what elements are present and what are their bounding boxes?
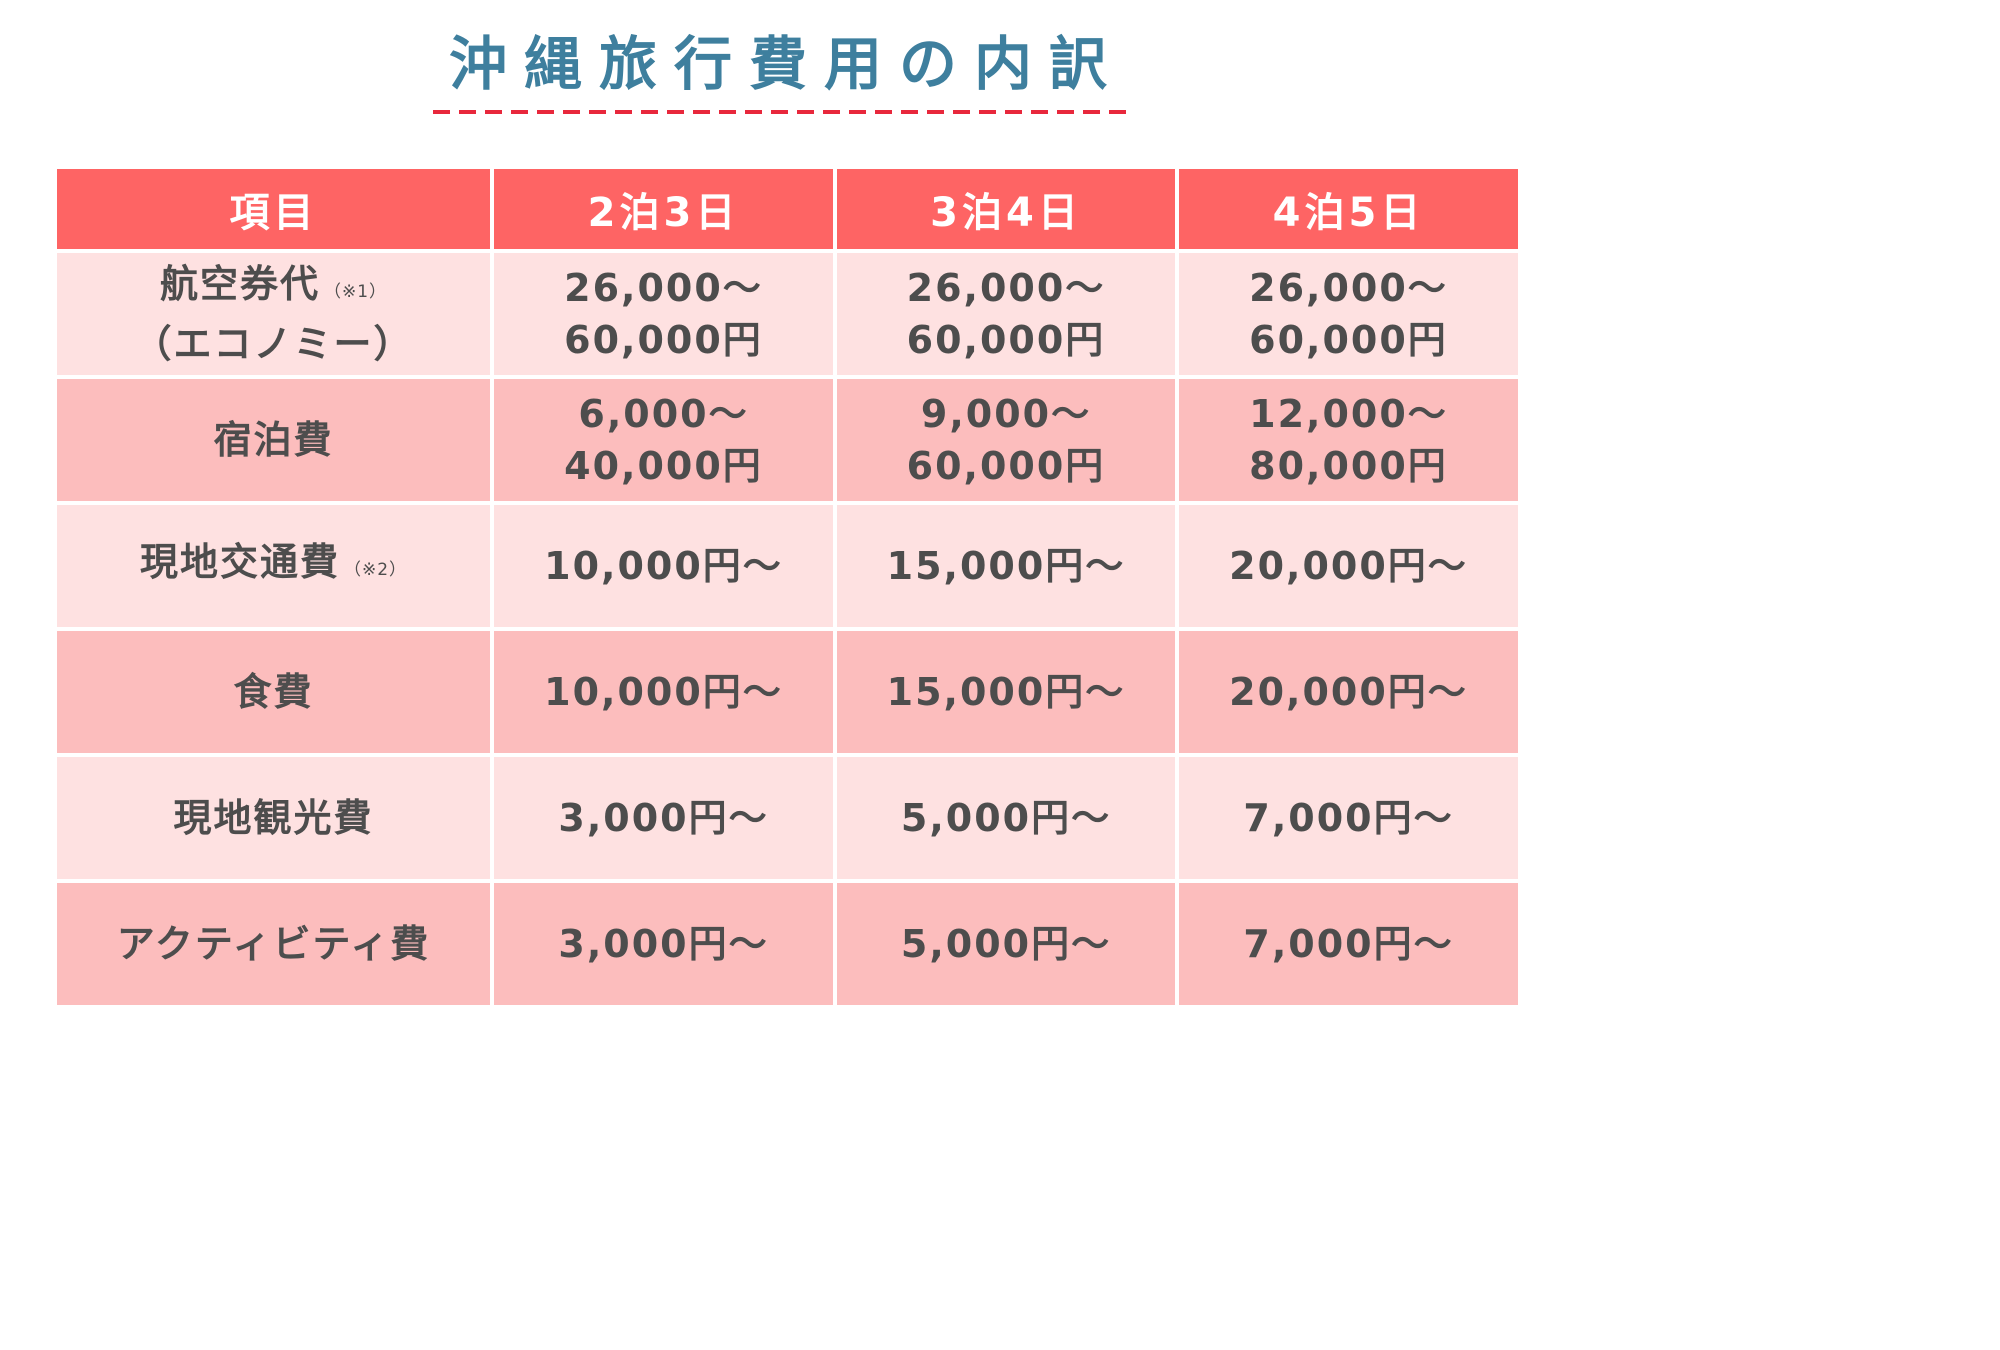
row-note: （※2） bbox=[343, 560, 408, 580]
table-row-activities: アクティビティ費 3,000円～ 5,000円～ 7,000円～ bbox=[53, 879, 1522, 1009]
row-note: （※1） bbox=[323, 282, 388, 302]
value-line1: 6,000～ bbox=[578, 392, 749, 436]
value-line1: 26,000～ bbox=[1249, 266, 1448, 310]
value-cell: 3,000円～ bbox=[490, 879, 837, 1009]
row-label: 現地観光費 bbox=[173, 796, 374, 840]
value-cell: 5,000円～ bbox=[833, 879, 1179, 1009]
value-cell: 12,000～ 80,000円 bbox=[1175, 375, 1522, 505]
header-cell-2n3d: 2泊3日 bbox=[490, 165, 837, 253]
value-line1: 26,000～ bbox=[906, 266, 1106, 310]
header-cell-4n5d: 4泊5日 bbox=[1175, 165, 1522, 253]
table-row-lodging: 宿泊費 6,000～ 40,000円 9,000～ 60,000円 12,000… bbox=[53, 375, 1522, 505]
row-label-cell: 宿泊費 bbox=[53, 375, 494, 505]
table-row-food: 食費 10,000円～ 15,000円～ 20,000円～ bbox=[53, 627, 1522, 757]
value-cell: 7,000円～ bbox=[1175, 879, 1522, 1009]
table-row-airfare: 航空券代 （※1） （エコノミー） 26,000～ 60,000円 26,000～… bbox=[53, 249, 1522, 379]
value-line2: 60,000円 bbox=[906, 318, 1106, 362]
title-wrap: 沖縄旅行費用の内訳 bbox=[0, 24, 1563, 114]
value-cell: 10,000円～ bbox=[490, 501, 837, 631]
row-label: アクティビティ費 bbox=[116, 922, 431, 966]
value-cell: 6,000～ 40,000円 bbox=[490, 375, 837, 505]
value-line1: 12,000～ bbox=[1249, 392, 1448, 436]
value-line1: 9,000～ bbox=[920, 392, 1092, 436]
value-line2: 80,000円 bbox=[1249, 444, 1448, 488]
value-cell: 26,000～ 60,000円 bbox=[490, 249, 837, 379]
value-cell: 26,000～ 60,000円 bbox=[1175, 249, 1522, 379]
value-cell: 7,000円～ bbox=[1175, 753, 1522, 883]
value-cell: 20,000円～ bbox=[1175, 501, 1522, 631]
row-label-cell: 現地交通費 （※2） bbox=[53, 501, 494, 631]
value-cell: 5,000円～ bbox=[833, 753, 1179, 883]
page-title: 沖縄旅行費用の内訳 bbox=[432, 24, 1130, 114]
value-line2: 60,000円 bbox=[906, 444, 1106, 488]
value-cell: 15,000円～ bbox=[833, 627, 1179, 757]
row-label-cell: 航空券代 （※1） （エコノミー） bbox=[53, 249, 494, 379]
value-cell: 9,000～ 60,000円 bbox=[833, 375, 1179, 505]
value-cell: 26,000～ 60,000円 bbox=[833, 249, 1179, 379]
value-line2: 60,000円 bbox=[1249, 318, 1448, 362]
value-cell: 3,000円～ bbox=[490, 753, 837, 883]
value-cell: 10,000円～ bbox=[490, 627, 837, 757]
value-line2: 60,000円 bbox=[564, 318, 763, 362]
header-cell-item: 項目 bbox=[53, 165, 494, 253]
value-cell: 20,000円～ bbox=[1175, 627, 1522, 757]
row-label-line1: 航空券代 （※1） bbox=[57, 258, 490, 318]
value-line2: 40,000円 bbox=[564, 444, 763, 488]
table-row-sightseeing: 現地観光費 3,000円～ 5,000円～ 7,000円～ bbox=[53, 753, 1522, 883]
row-label-cell: 食費 bbox=[53, 627, 494, 757]
value-cell: 15,000円～ bbox=[833, 501, 1179, 631]
row-label: 航空券代 bbox=[159, 262, 320, 306]
row-label: 食費 bbox=[233, 670, 314, 714]
row-label: 宿泊費 bbox=[213, 418, 334, 462]
table-row-local-transport: 現地交通費 （※2） 10,000円～ 15,000円～ 20,000円～ bbox=[53, 501, 1522, 631]
value-line1: 26,000～ bbox=[564, 266, 763, 310]
row-label-cell: 現地観光費 bbox=[53, 753, 494, 883]
row-label-line2: （エコノミー） bbox=[133, 322, 414, 366]
cost-breakdown-table: 項目 2泊3日 3泊4日 4泊5日 航空券代 （※1） （エコノミー） 26,00… bbox=[53, 165, 1522, 1009]
row-label-cell: アクティビティ費 bbox=[53, 879, 494, 1009]
table-header-row: 項目 2泊3日 3泊4日 4泊5日 bbox=[53, 165, 1522, 253]
header-cell-3n4d: 3泊4日 bbox=[833, 165, 1179, 253]
row-label: 現地交通費 bbox=[139, 540, 340, 584]
